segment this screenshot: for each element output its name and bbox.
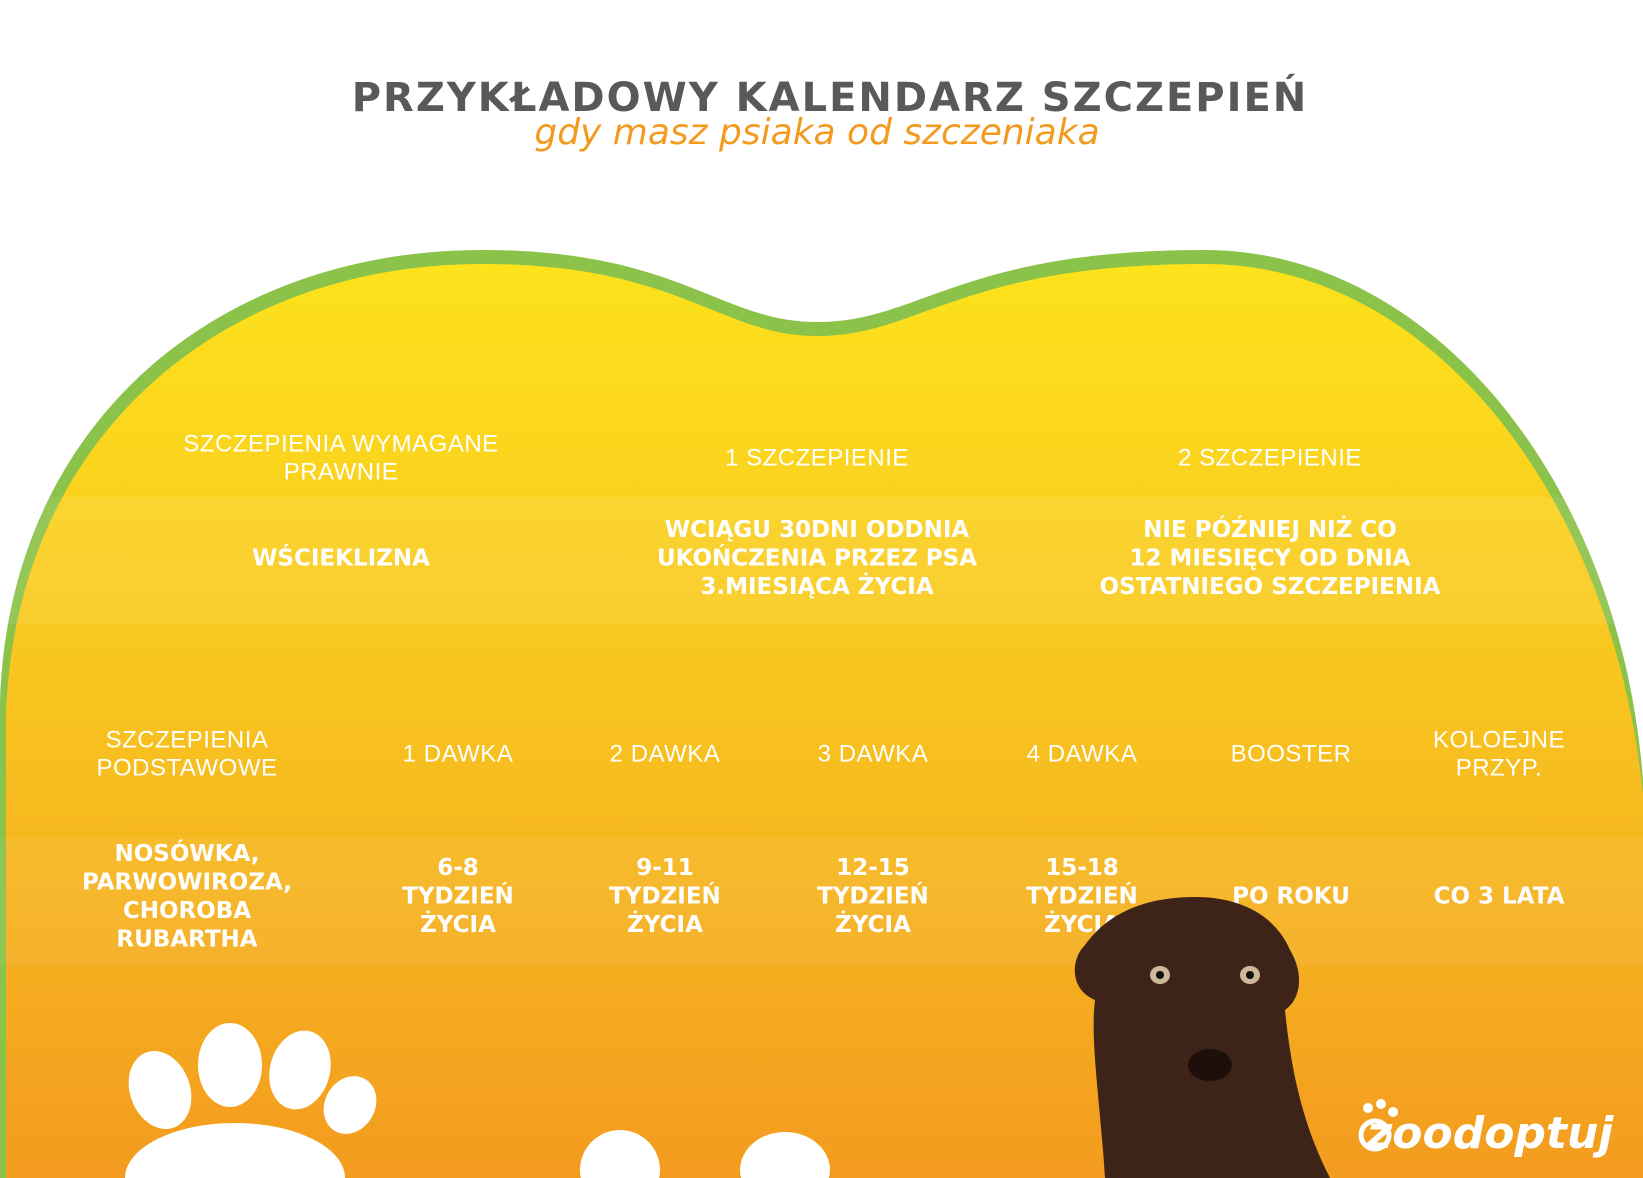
title: PRZYKŁADOWY KALENDARZ SZCZEPIEŃ: [352, 73, 1309, 121]
column-cell: OSTATNIEGO SZCZEPIENIA: [1100, 574, 1441, 600]
column-cell: 6-8: [437, 855, 479, 881]
column-cell: NOSÓWKA,: [114, 839, 259, 867]
column-cell: TYDZIEŃ: [609, 882, 721, 910]
column-header: BOOSTER: [1231, 740, 1352, 767]
column-cell: PARWOWIROZA,: [82, 869, 292, 895]
subtitle: gdy masz psiaka od szczeniaka: [534, 112, 1099, 153]
column-header: 2 SZCZEPIENIE: [1178, 444, 1362, 471]
column-cell: NIE PÓŹNIEJ NIŻ CO: [1143, 515, 1397, 543]
column-header: PRAWNIE: [284, 458, 399, 485]
column-cell: TYDZIEŃ: [1026, 882, 1138, 910]
column-cell: 15-18: [1045, 855, 1119, 881]
column-header: 1 DAWKA: [403, 740, 514, 767]
column-cell: 12-15: [836, 855, 910, 881]
column-cell: TYDZIEŃ: [817, 882, 929, 910]
column-header: 4 DAWKA: [1027, 740, 1138, 767]
column-cell: CO 3 LATA: [1434, 884, 1565, 910]
column-cell: ŻYCIA: [420, 910, 496, 938]
column-cell: UKOŃCZENIA PRZEZ PSA: [657, 544, 977, 572]
column-header: SZCZEPIENIA: [106, 726, 269, 753]
row-band: [0, 838, 1643, 966]
logo-icon: [1358, 1099, 1398, 1152]
row-band: [0, 497, 1643, 624]
column-cell: 3.MIESIĄCA ŻYCIA: [700, 572, 933, 600]
column-header: 2 DAWKA: [610, 740, 721, 767]
column-cell: CHOROBA: [123, 898, 251, 924]
column-cell: WCIĄGU 30DNI ODDNIA: [665, 517, 970, 543]
column-header: PODSTAWOWE: [97, 754, 278, 781]
column-cell: 12 MIESIĘCY OD DNIA: [1130, 546, 1411, 572]
column-cell: ŻYCIA: [627, 910, 703, 938]
column-header: KOLOEJNE: [1433, 726, 1565, 753]
column-header: 3 DAWKA: [818, 740, 929, 767]
column-cell: WŚCIEKLIZNA: [252, 544, 430, 572]
paw-prints: [125, 1023, 830, 1178]
column-cell: 9-11: [636, 855, 694, 881]
column-header: SZCZEPIENIA WYMAGANE: [183, 430, 498, 457]
puppy: [1074, 897, 1330, 1178]
column-header: 1 SZCZEPIENIE: [725, 444, 909, 471]
column-cell: TYDZIEŃ: [402, 882, 514, 910]
column-header: PRZYP.: [1456, 754, 1543, 781]
column-cell: ŻYCIA: [835, 910, 911, 938]
column-cell: PO ROKU: [1232, 884, 1350, 910]
column-cell: RUBARTHA: [116, 926, 257, 952]
logo-text: zoodoptuj: [1366, 1108, 1615, 1159]
